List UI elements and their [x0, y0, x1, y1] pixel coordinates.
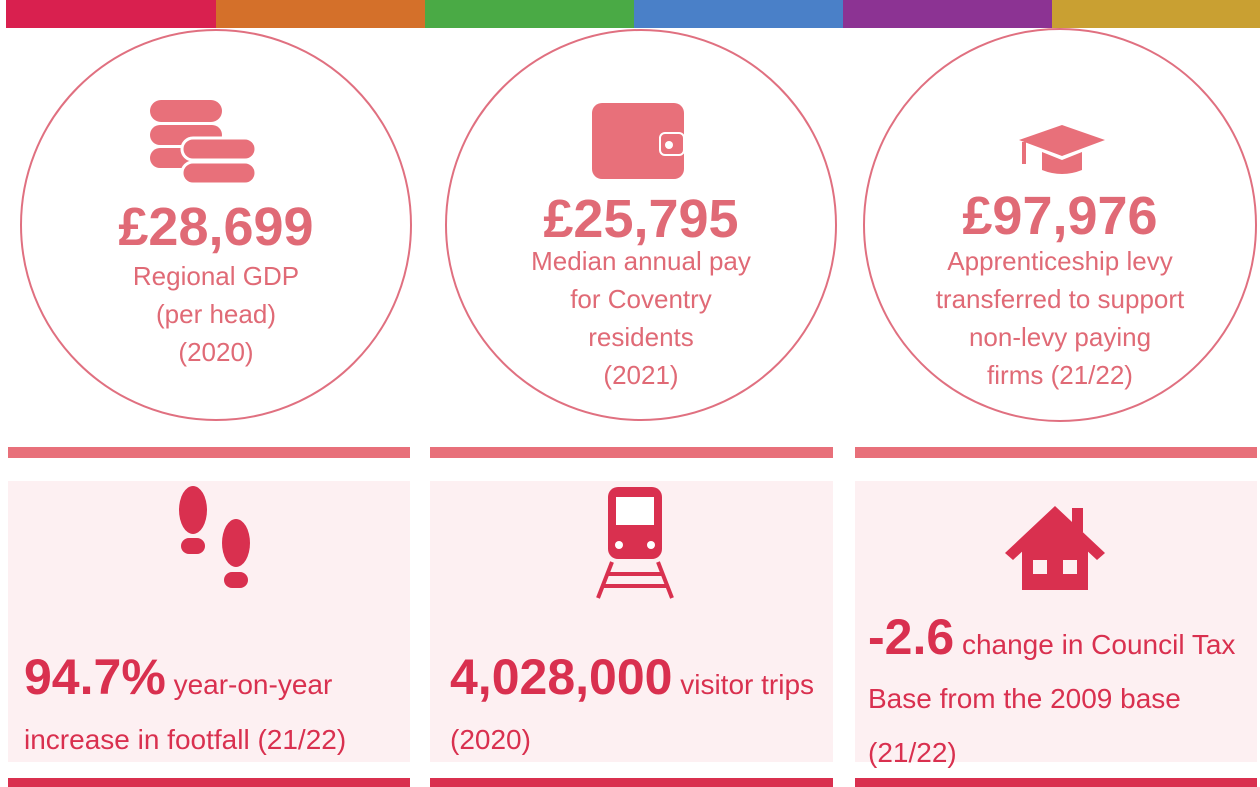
card-text: 94.7% year-on-year increase in footfall … [24, 650, 414, 767]
stat-label: for Coventry [570, 284, 712, 314]
stat-label: (2021) [603, 360, 678, 390]
card-value: 4,028,000 [450, 649, 673, 705]
coins-icon [150, 100, 258, 186]
card-description: year-on-year increase in footfall (21/22… [24, 669, 347, 755]
stat-label: Apprenticeship levy [947, 246, 1172, 276]
card-value: -2.6 [868, 609, 955, 665]
stat-label: transferred to support [936, 284, 1185, 314]
stat-value: £28,699 [118, 197, 313, 257]
stat-label: residents [588, 322, 694, 352]
stat-value: £97,976 [962, 186, 1157, 246]
footprints-icon [179, 486, 250, 588]
stat-circle [445, 29, 837, 421]
card-text: -2.6 change in Council Tax Base from the… [868, 610, 1238, 780]
divider-bars [8, 447, 1257, 458]
train-icon [596, 487, 674, 599]
stat-circle [20, 29, 412, 421]
card-description: visitor trips (2020) [450, 669, 815, 755]
bottom-bars [8, 778, 1257, 787]
card-description: change in Council Tax Base from the 2009… [868, 629, 1236, 768]
wallet-icon [592, 103, 685, 179]
stat-texts: £28,699 Regional GDP (per head) (2020) £25,7… [118, 186, 1185, 390]
graduation-icon [1019, 125, 1105, 174]
card-text: 4,028,000 visitor trips (2020) [450, 650, 820, 767]
stat-label: Regional GDP [133, 261, 299, 291]
stat-value: £25,795 [543, 189, 738, 249]
stat-label: non-levy paying [969, 322, 1151, 352]
stat-label: Median annual pay [531, 246, 751, 276]
stat-circle [863, 28, 1257, 422]
card-value: 94.7% [24, 649, 166, 705]
color-bar [6, 0, 1260, 28]
stat-label: firms (21/22) [987, 360, 1133, 390]
stat-label: (per head) [156, 299, 276, 329]
house-icon [1005, 506, 1105, 590]
stat-label: (2020) [178, 337, 253, 367]
